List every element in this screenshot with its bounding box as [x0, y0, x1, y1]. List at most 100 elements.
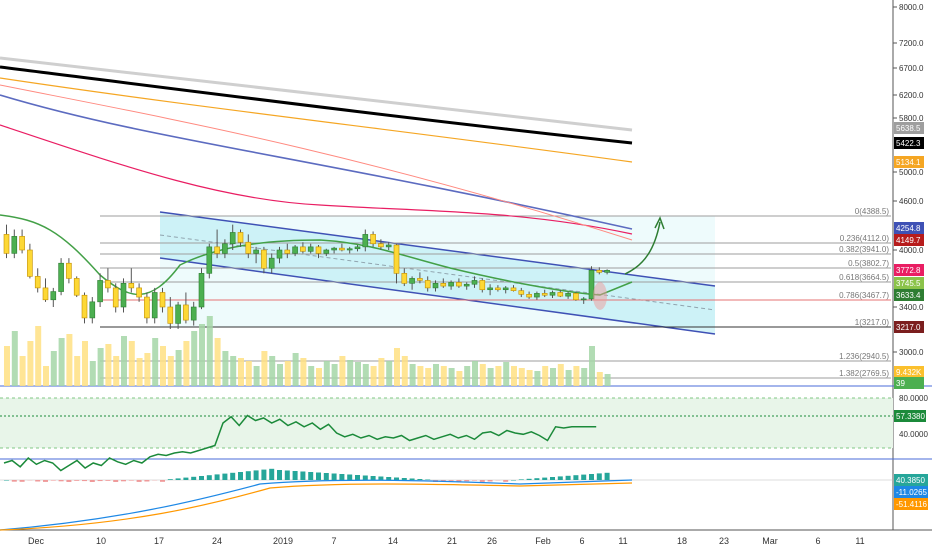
- candle-body: [191, 307, 196, 320]
- macd-histogram-bar: [59, 480, 64, 481]
- candle-body: [238, 232, 243, 242]
- volume-bar: [144, 353, 150, 386]
- x-tick-label: 21: [447, 536, 457, 546]
- candle-body: [199, 273, 204, 307]
- y-tick-label: 3000.0: [899, 348, 924, 357]
- x-tick-label: 11: [855, 536, 864, 546]
- candle-body: [605, 270, 610, 272]
- candle-body: [144, 297, 149, 318]
- volume-bar: [363, 364, 369, 386]
- volume-bar: [207, 316, 213, 386]
- macd-histogram-bar: [51, 480, 56, 481]
- price-tag-label: 4254.8: [896, 224, 921, 233]
- volume-bar: [82, 341, 88, 386]
- x-tick-label: 10: [96, 536, 106, 546]
- price-tag-label: 3745.5: [896, 279, 921, 288]
- candle-body: [371, 234, 376, 243]
- candle-body: [433, 283, 438, 288]
- candle-body: [363, 234, 368, 246]
- volume-bar: [238, 358, 244, 386]
- macd-histogram-bar: [269, 469, 274, 480]
- price-tag-label: 3633.4: [896, 291, 921, 300]
- candle-body: [51, 292, 56, 300]
- x-tick-label: 18: [677, 536, 687, 546]
- y-tick-label: 5800.0: [899, 114, 924, 123]
- macd-histogram-bar: [129, 480, 134, 481]
- macd-histogram-bar: [121, 480, 126, 481]
- candle-body: [573, 293, 578, 299]
- macd-histogram-bar: [35, 480, 40, 482]
- macd-histogram-bar: [534, 478, 539, 480]
- macd-histogram-bar: [230, 473, 235, 480]
- macd-histogram-bar: [183, 478, 188, 480]
- candle-body: [254, 250, 259, 253]
- macd-histogram-bar: [277, 470, 282, 480]
- candle-body: [152, 292, 157, 317]
- volume-bar: [113, 356, 119, 386]
- rsi-tick-label: 40.0000: [899, 430, 928, 439]
- candle-body: [550, 292, 555, 295]
- volume-bar: [51, 351, 57, 386]
- candle-body: [230, 232, 235, 243]
- macd-histogram-bar: [347, 475, 352, 481]
- volume-bar: [59, 338, 65, 386]
- candle-body: [566, 293, 571, 296]
- x-tick-label: Dec: [28, 536, 45, 546]
- macd-histogram-bar: [558, 476, 563, 480]
- volume-bar: [277, 364, 283, 386]
- candle-body: [355, 247, 360, 249]
- volume-bar: [410, 364, 416, 386]
- macd-histogram-bar: [449, 480, 454, 481]
- volume-bar: [495, 366, 501, 386]
- x-tick-label: Feb: [535, 536, 551, 546]
- macd-histogram-bar: [550, 477, 555, 480]
- candle-body: [215, 247, 220, 254]
- macd-histogram-bar: [332, 474, 337, 481]
- candle-body: [82, 295, 87, 318]
- volume-bar: [449, 368, 455, 386]
- volume-bar: [215, 338, 221, 386]
- macd-histogram-bar: [417, 479, 422, 480]
- volume-bar: [402, 356, 408, 386]
- y-tick-label: 6200.0: [899, 91, 924, 100]
- macd-histogram-bar: [573, 475, 578, 480]
- macd-histogram-bar: [215, 474, 220, 480]
- volume-bar: [66, 334, 72, 386]
- macd-histogram-bar: [12, 480, 17, 482]
- y-tick-label: 8000.0: [899, 3, 924, 12]
- macd-histogram-bar: [363, 476, 368, 481]
- macd-histogram-bar: [316, 473, 321, 481]
- macd-histogram-bar: [144, 480, 149, 482]
- volume-bar: [74, 356, 80, 386]
- candle-body: [472, 280, 477, 284]
- macd-histogram-bar: [542, 478, 547, 480]
- volume-bar: [527, 370, 533, 386]
- macd-histogram-bar: [581, 475, 586, 480]
- price-tag-label: 9.432K: [896, 368, 922, 377]
- volume-bar: [35, 326, 41, 386]
- volume-bar: [425, 368, 431, 386]
- macd-histogram-bar: [254, 470, 259, 480]
- volume-bar: [230, 356, 236, 386]
- macd-histogram-bar: [605, 473, 610, 480]
- volume-bar: [456, 371, 462, 386]
- candle-body: [183, 305, 188, 320]
- volume-bar: [90, 361, 96, 386]
- macd-histogram-bar: [410, 479, 415, 481]
- volume-bar: [246, 361, 252, 386]
- candle-body: [4, 234, 9, 253]
- volume-bar: [394, 348, 400, 386]
- volume-bar: [605, 374, 611, 386]
- x-tick-label: 23: [719, 536, 729, 546]
- candle-body: [542, 293, 547, 295]
- candle-body: [137, 288, 142, 297]
- candle-body: [176, 305, 181, 323]
- candle-body: [129, 283, 134, 288]
- macd-histogram-bar: [222, 474, 227, 480]
- volume-bar: [199, 324, 205, 386]
- candle-body: [503, 288, 508, 290]
- candle-body: [59, 263, 64, 291]
- volume-bar: [542, 366, 548, 386]
- candle-body: [308, 247, 313, 251]
